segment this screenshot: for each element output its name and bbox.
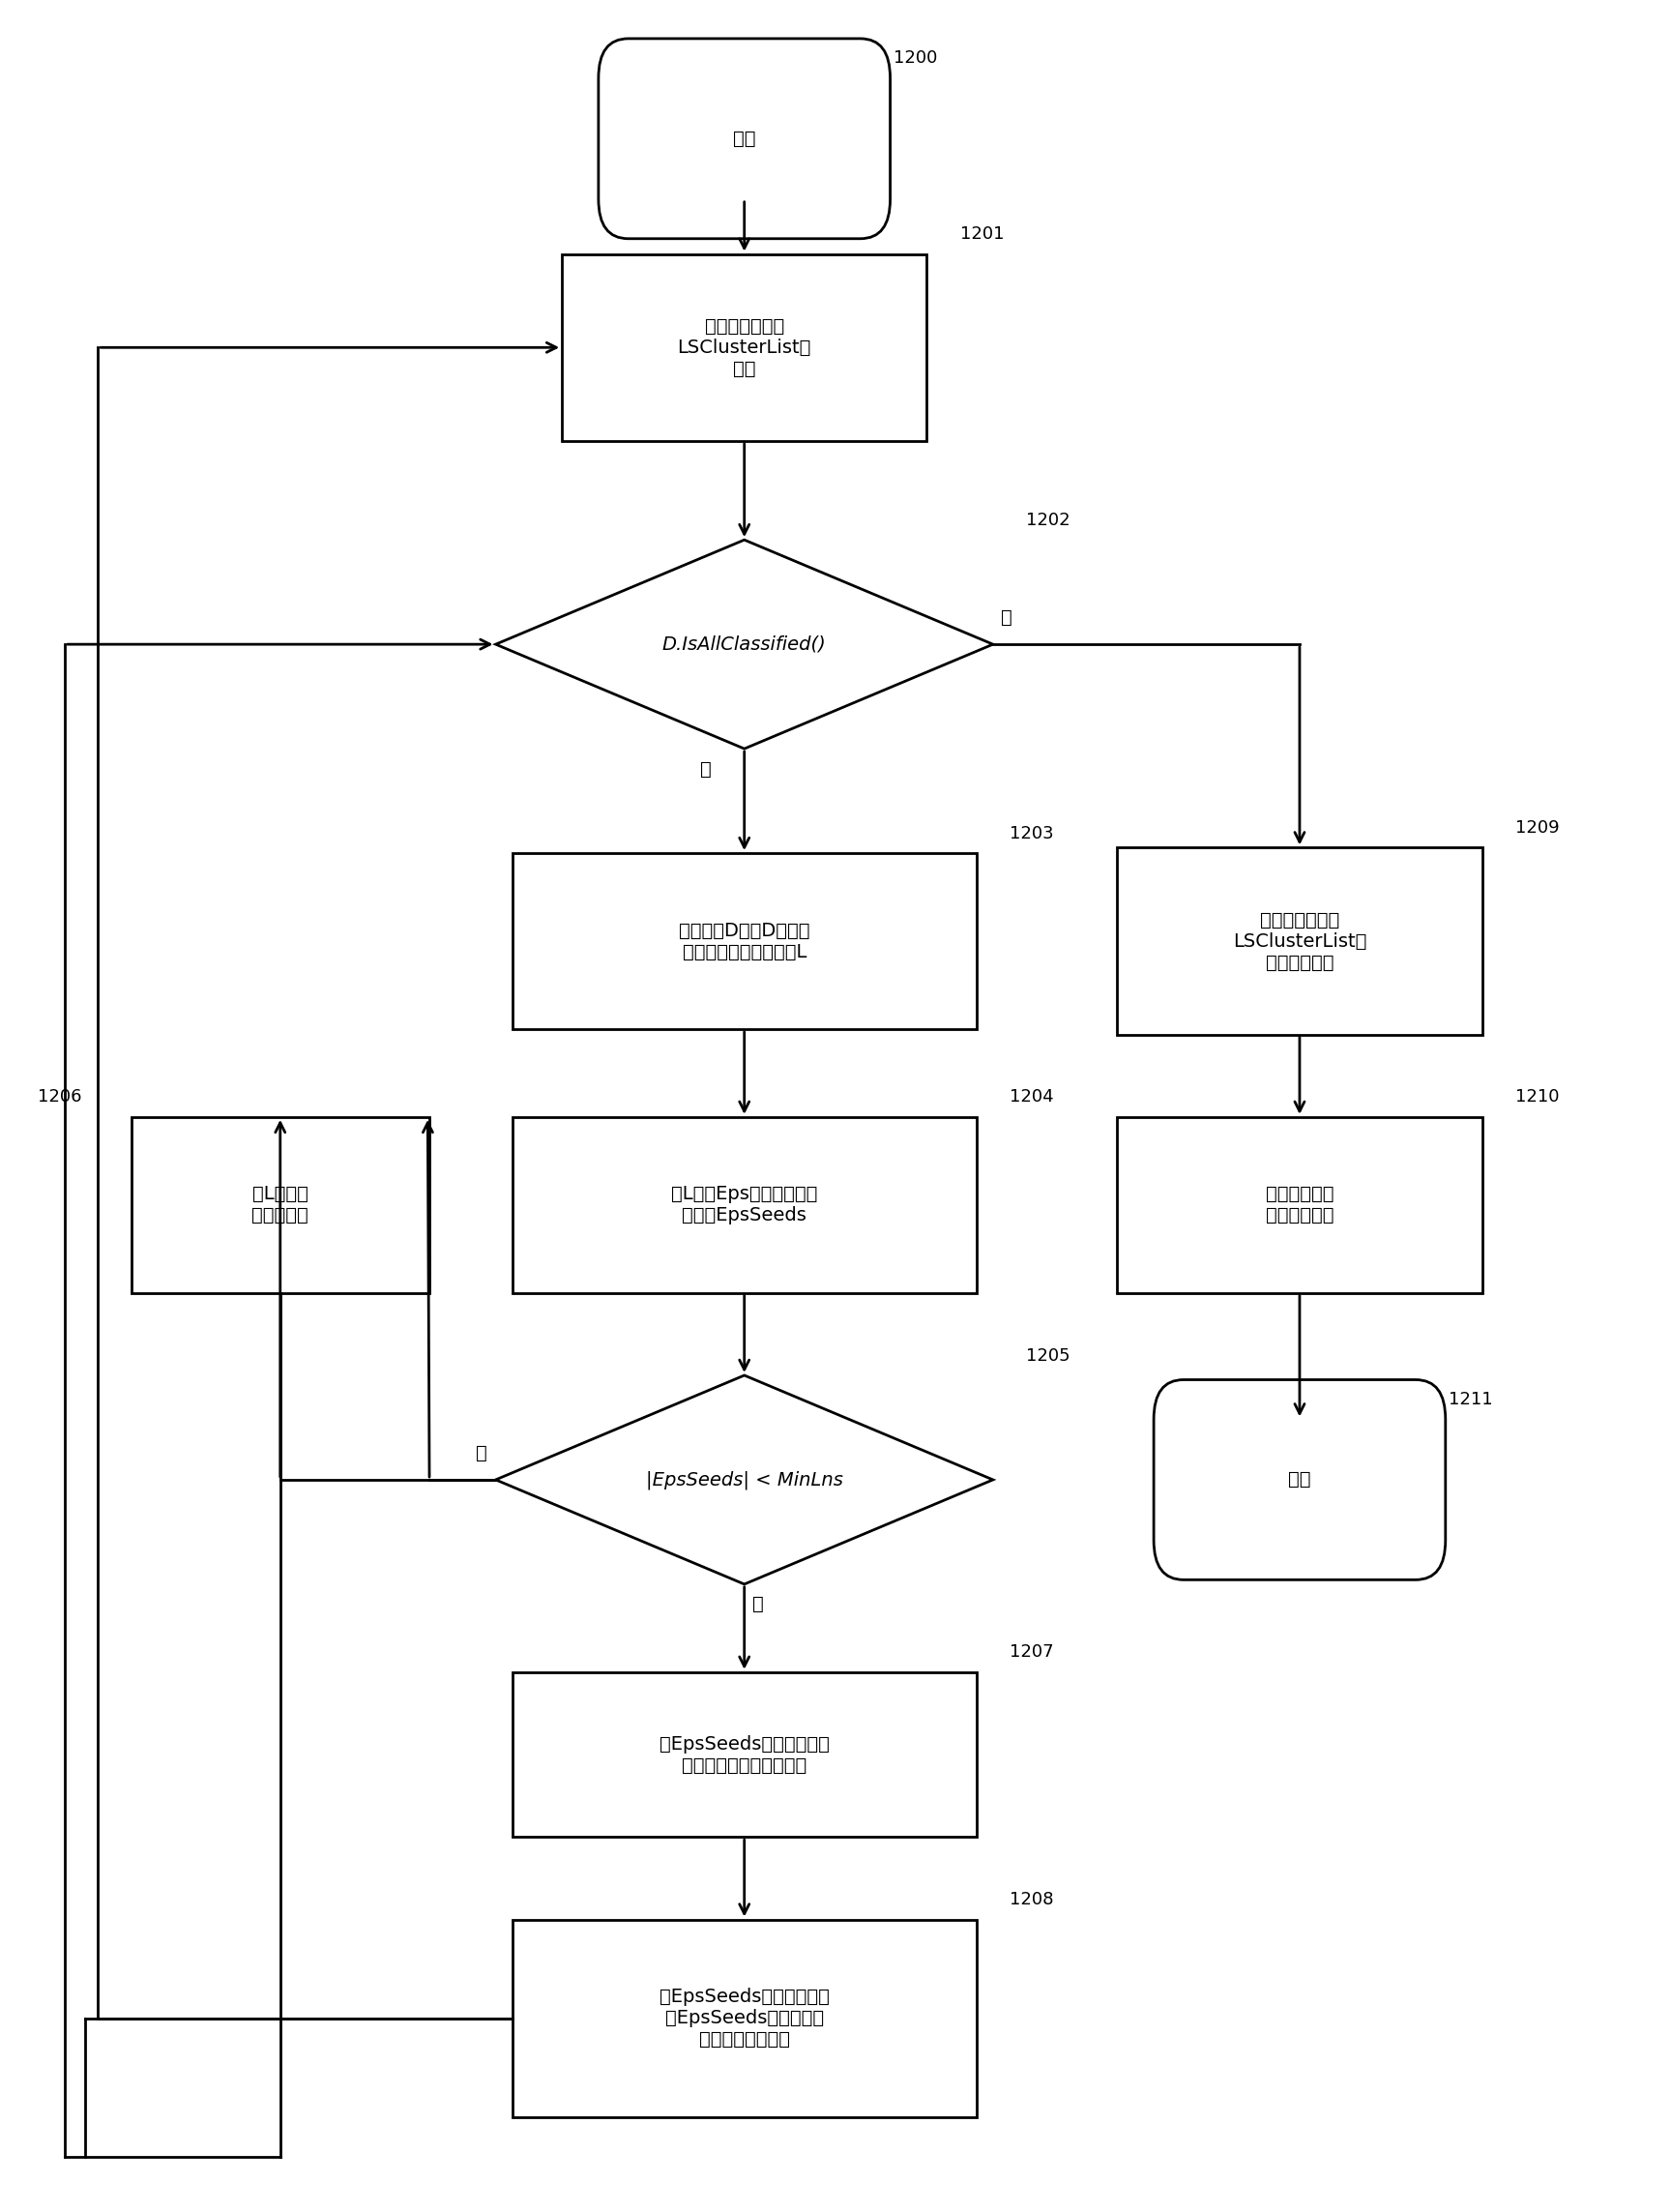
Text: 1207: 1207 — [1009, 1644, 1054, 1661]
Text: 否: 否 — [700, 759, 712, 779]
Text: 是: 是 — [476, 1444, 488, 1462]
Bar — [513, 854, 976, 1029]
Text: 1206: 1206 — [37, 1088, 82, 1106]
Text: 将EpsSeeds以及已发现的
与EpsSeeds相叠的所有
线段聚类进行合并: 将EpsSeeds以及已发现的 与EpsSeeds相叠的所有 线段聚类进行合并 — [660, 1989, 829, 2048]
Text: 将线段聚类列表
LSClusterList置
为空: 将线段聚类列表 LSClusterList置 为空 — [677, 316, 810, 378]
FancyBboxPatch shape — [598, 38, 891, 239]
Text: 1204: 1204 — [1009, 1088, 1054, 1106]
Text: 起始: 起始 — [734, 131, 755, 148]
FancyBboxPatch shape — [1153, 1380, 1445, 1579]
Text: 1201: 1201 — [959, 226, 1004, 243]
Text: 结束: 结束 — [1288, 1471, 1312, 1489]
Polygon shape — [496, 540, 993, 748]
Text: 顺序扫描D，从D中选择
首次发现的未标号线段L: 顺序扫描D，从D中选择 首次发现的未标号线段L — [678, 920, 810, 960]
Bar — [1118, 1117, 1482, 1292]
Text: 将L暂时视
为离群线段: 将L暂时视 为离群线段 — [252, 1186, 309, 1225]
Text: 1208: 1208 — [1009, 1891, 1053, 1909]
Bar — [513, 1672, 976, 1836]
Bar — [1118, 847, 1482, 1035]
Bar — [513, 1920, 976, 2117]
Text: 否: 否 — [752, 1595, 764, 1613]
Text: 1205: 1205 — [1026, 1347, 1069, 1365]
Text: 对L进行Eps邻域查询，得
到集合EpsSeeds: 对L进行Eps邻域查询，得 到集合EpsSeeds — [672, 1186, 817, 1225]
Text: 1210: 1210 — [1516, 1088, 1559, 1106]
Text: |EpsSeeds| < MinLns: |EpsSeeds| < MinLns — [645, 1471, 842, 1489]
Text: 将EpsSeeds中所有未标号
线段的标号均置为已标号: 将EpsSeeds中所有未标号 线段的标号均置为已标号 — [660, 1734, 829, 1774]
Text: 1211: 1211 — [1449, 1391, 1492, 1409]
Text: 是: 是 — [1001, 608, 1013, 626]
Text: 1203: 1203 — [1009, 825, 1054, 843]
Text: 1209: 1209 — [1516, 818, 1559, 836]
Text: 1202: 1202 — [1026, 511, 1069, 529]
Bar — [130, 1117, 429, 1292]
Text: 1200: 1200 — [894, 49, 937, 66]
Bar — [561, 254, 927, 440]
Polygon shape — [496, 1376, 993, 1584]
Text: D.IsAllClassified(): D.IsAllClassified() — [662, 635, 827, 653]
Bar — [513, 1117, 976, 1292]
Text: 检查每个轨迹
聚类的轨迹势: 检查每个轨迹 聚类的轨迹势 — [1265, 1186, 1333, 1225]
Text: 将线段聚类列表
LSClusterList转
换为轨迹聚类: 将线段聚类列表 LSClusterList转 换为轨迹聚类 — [1233, 911, 1367, 971]
